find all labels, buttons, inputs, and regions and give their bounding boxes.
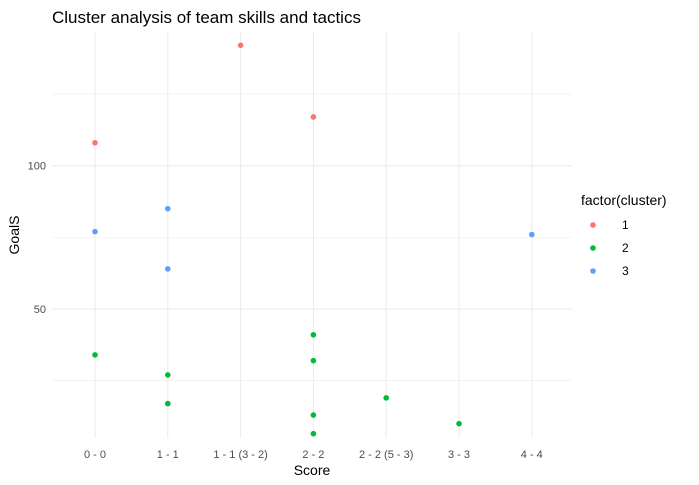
x-tick-label: 3 - 3: [448, 449, 470, 461]
data-point-cluster-1: [92, 140, 98, 146]
data-point-cluster-3: [92, 229, 98, 235]
chart-title: Cluster analysis of team skills and tact…: [52, 8, 361, 27]
x-tick-label: 2 - 2 (5 - 3): [359, 449, 413, 461]
legend-label-3: 3: [622, 264, 629, 278]
data-point-cluster-1: [238, 43, 244, 49]
data-point-cluster-2: [311, 358, 317, 364]
data-point-cluster-2: [311, 431, 317, 437]
data-point-cluster-3: [529, 232, 535, 238]
legend: factor(cluster) 1 2 3: [581, 192, 667, 278]
data-point-cluster-2: [165, 372, 171, 378]
legend-title: factor(cluster): [581, 192, 667, 208]
x-tick-label: 1 - 1 (3 - 2): [213, 449, 267, 461]
data-point-cluster-2: [456, 421, 462, 427]
legend-key-3: [590, 268, 596, 274]
x-axis-title: Score: [294, 462, 331, 478]
data-point-cluster-2: [383, 395, 389, 401]
data-point-cluster-2: [311, 412, 317, 418]
x-axis-ticks: 0 - 0 1 - 1 1 - 1 (3 - 2) 2 - 2 2 - 2 (5 - 3…: [84, 449, 543, 461]
y-axis-title: GoalS: [6, 216, 22, 255]
legend-key-1: [590, 222, 596, 228]
data-point-cluster-3: [165, 206, 171, 212]
legend-label-1: 1: [622, 218, 629, 232]
x-tick-label: 2 - 2: [302, 449, 324, 461]
y-tick-label: 50: [34, 304, 46, 316]
data-point-cluster-2: [311, 332, 317, 338]
y-axis-ticks: 50 100: [28, 161, 46, 316]
x-tick-label: 0 - 0: [84, 449, 106, 461]
legend-key-2: [590, 245, 596, 251]
x-tick-label: 1 - 1: [157, 449, 179, 461]
data-point-cluster-1: [311, 114, 317, 120]
data-point-cluster-3: [165, 266, 171, 272]
y-tick-label: 100: [28, 161, 46, 173]
grid-lines: [52, 31, 572, 438]
data-point-cluster-2: [165, 401, 171, 407]
data-point-cluster-2: [92, 352, 98, 358]
x-tick-label: 4 - 4: [521, 449, 543, 461]
legend-label-2: 2: [622, 241, 629, 255]
legend-items: 1 2 3: [590, 218, 629, 278]
